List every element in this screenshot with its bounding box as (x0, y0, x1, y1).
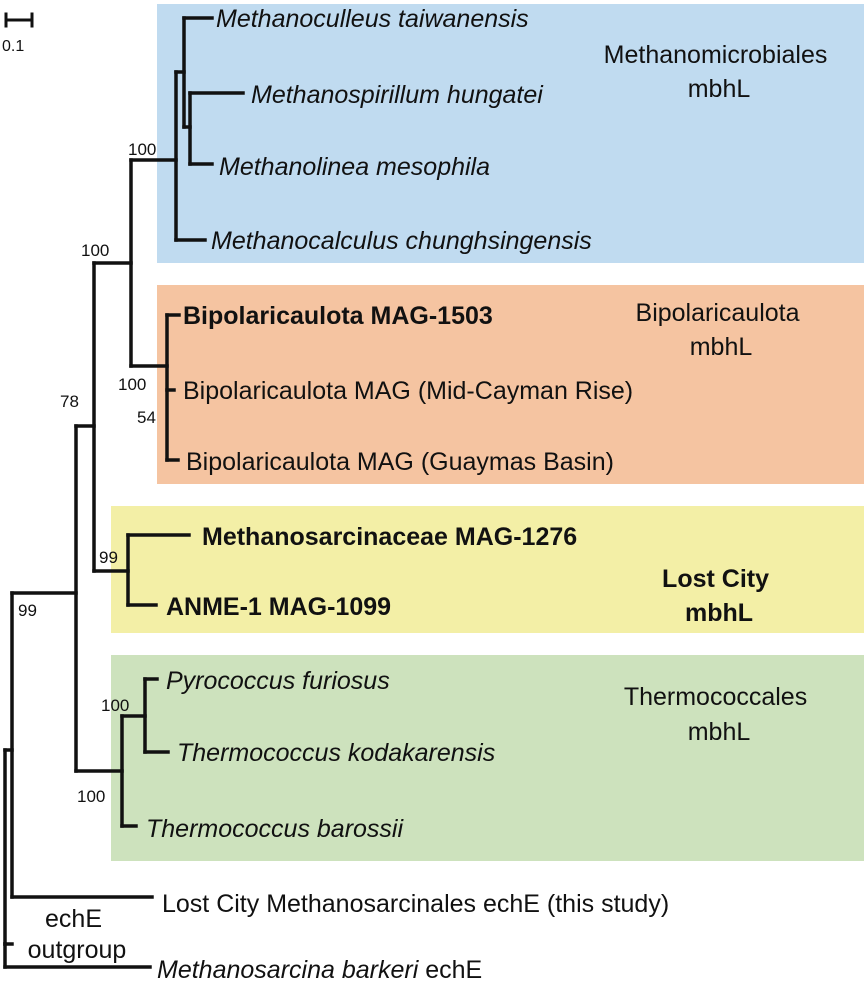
bootstrap-value: 100 (77, 787, 105, 806)
leaf-label: Bipolaricaulota MAG-1503 (183, 302, 493, 330)
leaf-label: Thermococcus barossii (146, 815, 404, 843)
clade-label-bipolaricaulota: Bipolaricaulota mbhL (636, 299, 807, 361)
clade-label-methanomicrobiales: Methanomicrobiales mbhL (604, 41, 835, 103)
tree-branches (3, 16, 245, 969)
scale-bar-label: 0.1 (2, 38, 24, 55)
leaf-label: Bipolaricaulota MAG (Guaymas Basin) (186, 448, 614, 476)
leaf-label: Methanospirillum hungatei (251, 81, 544, 109)
bootstrap-value: 100 (128, 140, 156, 159)
leaf-label: Methanosarcinaceae MAG-1276 (202, 523, 577, 551)
leaf-labels: Methanoculleus taiwanensis Methanospiril… (146, 5, 669, 984)
leaf-label: Methanoculleus taiwanensis (216, 5, 529, 33)
clade-label-lost-city: Lost City mbhL (662, 565, 776, 627)
leaf-label: Methanosarcina barkeri echE (157, 956, 482, 984)
leaf-label: Methanocalculus chunghsingensis (211, 227, 592, 255)
leaf-label: Thermococcus kodakarensis (177, 739, 495, 767)
bootstrap-value: 100 (118, 375, 146, 394)
bootstrap-value: 99 (18, 601, 37, 620)
leaf-label: Lost City Methanosarcinales echE (this s… (162, 890, 669, 918)
outgroup-label: echE outgroup (28, 905, 127, 964)
bootstrap-value: 78 (60, 392, 79, 411)
clade-box-bipolaricaulota (157, 285, 864, 484)
bootstrap-value: 100 (81, 241, 109, 260)
scale-bar: 0.1 (2, 12, 34, 55)
clade-box-lost-city (111, 506, 864, 633)
clade-box-thermococcales (111, 655, 864, 861)
bootstrap-value: 99 (99, 548, 118, 567)
clade-box-methanomicrobiales (157, 4, 864, 263)
clade-label-thermococcales: Thermococcales mbhL (624, 683, 814, 746)
bootstrap-value: 100 (101, 696, 129, 715)
bootstrap-values: 100 100 100 54 78 99 100 100 99 (18, 140, 156, 806)
clade-labels: Methanomicrobiales mbhL Bipolaricaulota … (28, 41, 835, 964)
leaf-label: Methanolinea mesophila (219, 153, 490, 181)
leaf-label: Bipolaricaulota MAG (Mid-Cayman Rise) (183, 377, 633, 405)
leaf-label: Pyrococcus furiosus (166, 667, 390, 695)
leaf-label: ANME-1 MAG-1099 (166, 593, 391, 621)
bootstrap-value: 54 (137, 408, 156, 427)
